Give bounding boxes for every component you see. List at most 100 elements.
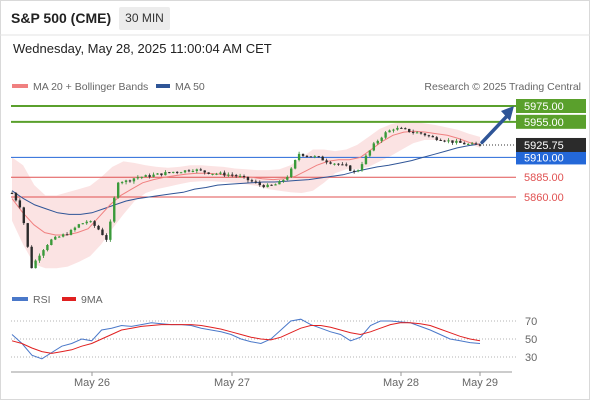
candle-body — [219, 172, 222, 174]
candle-body — [443, 140, 446, 142]
legend-swatch-9ma — [62, 297, 76, 301]
candle-body — [297, 153, 301, 160]
candle-body — [341, 164, 344, 166]
candle-body — [286, 177, 289, 180]
candle-body — [57, 236, 61, 238]
candle-body — [168, 172, 171, 174]
level-label-resistance: 5955.00 — [524, 117, 564, 129]
candle-body — [258, 182, 261, 186]
candle-body — [431, 136, 435, 138]
timeframe-badge[interactable]: 30 MIN — [119, 7, 170, 30]
candle-body — [368, 150, 372, 156]
candle-body — [372, 143, 376, 151]
candle-body — [250, 180, 254, 182]
price-pane: 5975.00 5955.00 5910.00 5885.00 5860.00 5925.… — [10, 99, 586, 269]
bollinger-band-area — [12, 121, 480, 269]
candle-body — [148, 175, 151, 177]
candle-body — [77, 224, 81, 228]
candle-body — [105, 235, 108, 240]
x-tick-label: May 27 — [214, 377, 250, 389]
candle-body — [262, 185, 265, 188]
candle-body — [140, 176, 143, 178]
candle-body — [172, 171, 175, 173]
candle-body — [109, 221, 112, 240]
candle-body — [14, 193, 18, 201]
candle-body — [61, 234, 65, 237]
instrument-title: S&P 500 (CME) — [11, 10, 112, 26]
candle-body — [132, 178, 136, 182]
candle-body — [396, 127, 399, 130]
candle-body — [305, 155, 309, 157]
level-label-resistance: 5975.00 — [524, 101, 564, 113]
candle-body — [22, 207, 25, 224]
candle-body — [427, 135, 431, 137]
candle-body — [179, 172, 183, 174]
candle-body — [266, 184, 269, 188]
candle-body — [18, 200, 22, 208]
candle-body — [30, 246, 33, 269]
candle-body — [89, 221, 92, 223]
candle-body — [203, 170, 206, 173]
rsi-pane: 70 50 30 — [11, 316, 537, 364]
candle-body — [113, 197, 116, 222]
candle-body — [93, 221, 96, 226]
candle-body — [384, 132, 387, 138]
x-tick-label: May 29 — [462, 377, 498, 389]
ma20-line — [11, 130, 481, 236]
candle-body — [451, 140, 454, 143]
candle-body — [337, 163, 340, 165]
candle-body — [246, 176, 250, 181]
candle-body — [301, 153, 305, 156]
candle-body — [459, 140, 462, 143]
candle-body — [400, 127, 403, 129]
candle-body — [85, 221, 88, 224]
rsi-tick-label: 70 — [525, 316, 537, 328]
candle-body — [274, 184, 277, 186]
candle-body — [317, 156, 320, 158]
candle-body — [325, 160, 328, 163]
candle-body — [242, 176, 246, 178]
candle-body — [26, 223, 29, 247]
candle-body — [128, 180, 132, 182]
candle-body — [435, 137, 438, 140]
candle-body — [329, 162, 332, 164]
candle-body — [447, 140, 450, 142]
chart-header: S&P 500 (CME) 30 MIN — [0, 0, 590, 36]
candle-body — [73, 227, 77, 230]
candle-body — [124, 180, 128, 183]
level-label-support: 5860.00 — [524, 192, 564, 204]
candle-body — [65, 234, 69, 236]
candle-body — [195, 169, 199, 171]
candle-body — [199, 169, 202, 171]
candle-body — [419, 132, 423, 134]
legend-label-ma20: MA 20 + Bollinger Bands — [33, 81, 148, 93]
candle-body — [364, 155, 368, 165]
candle-body — [254, 181, 258, 183]
candle-body — [439, 139, 442, 141]
candle-body — [349, 165, 352, 171]
level-label-pivot: 5910.00 — [524, 152, 564, 164]
candle-body — [144, 175, 147, 177]
legend-label-9ma: 9MA — [81, 294, 103, 306]
price-legend: MA 20 + Bollinger Bands MA 50 Research ©… — [12, 81, 581, 93]
rsi-line — [11, 318, 481, 360]
candle-body — [290, 168, 293, 178]
candle-body — [10, 193, 14, 195]
last-price-label: 5925.75 — [524, 140, 564, 152]
candle-body — [356, 170, 360, 172]
candle-body — [152, 174, 155, 177]
candle-body — [116, 182, 120, 198]
legend-label-ma50: MA 50 — [175, 81, 205, 93]
candle-body — [120, 182, 124, 184]
level-label-support: 5885.00 — [524, 172, 564, 184]
rsi-tick-label: 50 — [525, 334, 537, 346]
candle-body — [81, 223, 84, 225]
candle-body — [415, 132, 419, 134]
candle-body — [238, 176, 242, 178]
legend-label-rsi: RSI — [33, 294, 51, 306]
ma50-line — [11, 143, 481, 215]
candle-body — [321, 156, 324, 161]
x-axis: May 26 May 27 May 28 May 29 — [74, 372, 498, 389]
forecast-arrow-head — [501, 105, 514, 121]
legend-swatch-ma20 — [12, 84, 28, 88]
